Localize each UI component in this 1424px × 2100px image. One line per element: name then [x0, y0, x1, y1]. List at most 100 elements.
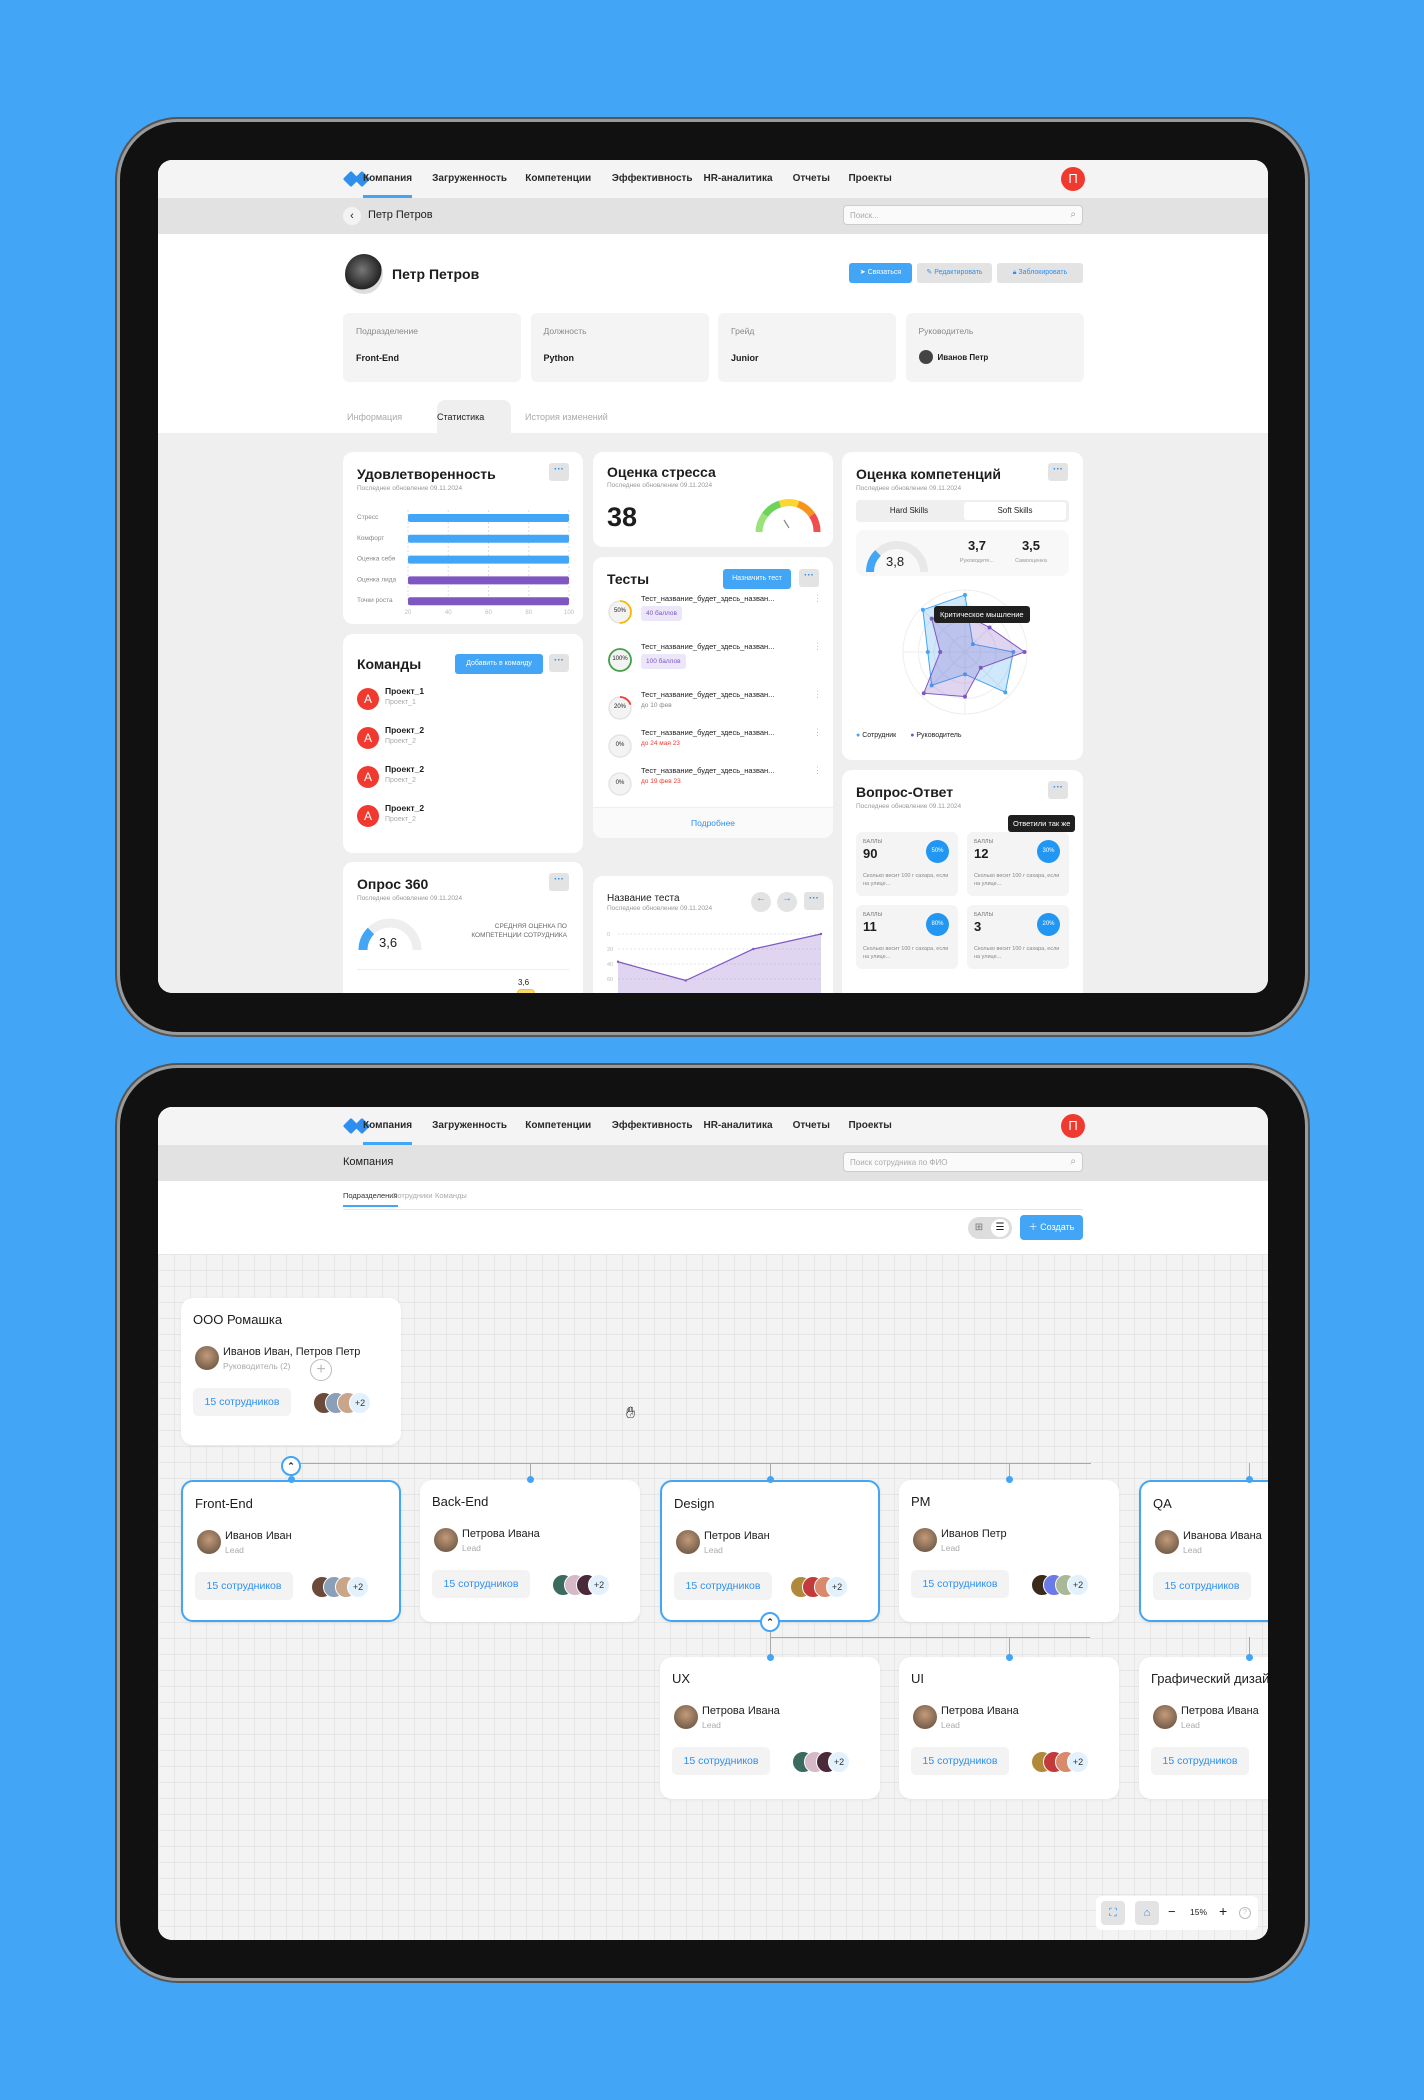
more-icon[interactable]: ···: [804, 892, 824, 910]
nav-item[interactable]: Отчеты: [792, 1120, 830, 1131]
nav-item[interactable]: Компания: [363, 173, 413, 198]
org-unit-card[interactable]: Графический дизайн Петрова Ивана Lead 15 со…: [1139, 1657, 1268, 1799]
more-icon[interactable]: ···: [549, 463, 569, 481]
tab-soft-skills[interactable]: Soft Skills: [964, 502, 1066, 520]
more-members[interactable]: +2: [828, 1751, 850, 1773]
contact-button[interactable]: ➤ Связаться: [849, 263, 912, 283]
radar-point[interactable]: [1022, 650, 1027, 654]
kebab-icon[interactable]: ⋮: [813, 689, 822, 699]
nav-item[interactable]: Компания: [363, 1120, 413, 1145]
kebab-icon[interactable]: ⋮: [813, 641, 822, 651]
test-name[interactable]: Тест_название_будет_здесь_назван...: [641, 766, 775, 775]
nav-item[interactable]: Эффективность: [611, 1120, 693, 1131]
create-button[interactable]: ＋ Создать: [1020, 1215, 1083, 1240]
zoom-in-icon[interactable]: +: [1219, 1903, 1228, 1919]
test-name[interactable]: Тест_название_будет_здесь_назван...: [641, 594, 775, 603]
team-name[interactable]: Проект_2: [385, 803, 425, 813]
profile-tab[interactable]: История изменений: [525, 412, 608, 422]
home-icon[interactable]: ⌂: [1135, 1901, 1159, 1925]
more-icon[interactable]: ···: [1048, 463, 1068, 481]
tests-more-link[interactable]: Подробнее: [593, 807, 833, 838]
list-view-icon[interactable]: ☰: [991, 1219, 1009, 1237]
more-members[interactable]: +2: [588, 1574, 610, 1596]
test-name[interactable]: Тест_название_будет_здесь_назван...: [641, 728, 775, 737]
team-name[interactable]: Проект_1: [385, 686, 425, 696]
employee-count-button[interactable]: 15 сотрудников: [911, 1570, 1009, 1598]
employee-count-button[interactable]: 15 сотрудников: [1151, 1747, 1249, 1775]
more-members[interactable]: +2: [826, 1576, 848, 1598]
radar-point[interactable]: [929, 683, 934, 688]
add-unit-icon[interactable]: +: [310, 1359, 332, 1381]
radar-point[interactable]: [925, 650, 930, 654]
zoom-out-icon[interactable]: −: [1168, 1904, 1176, 1919]
info-value[interactable]: Иванов Петр: [937, 353, 989, 362]
org-unit-card[interactable]: Back-End Петрова Ивана Lead 15 сотрудников +…: [420, 1480, 640, 1622]
help-icon[interactable]: ?: [1239, 1907, 1251, 1919]
grid-view-icon[interactable]: ⊞: [974, 1222, 984, 1233]
search-input[interactable]: Поиск сотрудника по ФИО ⌕: [843, 1152, 1083, 1172]
more-icon[interactable]: ···: [799, 569, 819, 587]
tab-hard-skills[interactable]: Hard Skills: [889, 506, 929, 515]
more-members[interactable]: +2: [347, 1576, 369, 1598]
nav-item[interactable]: HR-аналитика: [703, 173, 773, 184]
nav-item[interactable]: Отчеты: [792, 173, 830, 184]
radar-point[interactable]: [978, 665, 983, 670]
collapse-chevron-icon[interactable]: ⌃: [281, 1456, 301, 1476]
block-button[interactable]: 🔒︎ Заблокировать: [997, 263, 1083, 283]
radar-point[interactable]: [921, 691, 926, 696]
employee-count-button[interactable]: 15 сотрудников: [432, 1570, 530, 1598]
nav-item[interactable]: Компетенции: [525, 173, 592, 184]
team-name[interactable]: Проект_2: [385, 725, 425, 735]
test-name[interactable]: Тест_название_будет_здесь_назван...: [641, 690, 775, 699]
qa-item[interactable]: БАЛЛЫ 11 80% Сколько весит 100 г сахара, ес…: [856, 905, 958, 969]
radar-point[interactable]: [963, 694, 967, 699]
org-unit-card[interactable]: ООО Ромашка Иванов Иван, Петров Петр Руков…: [181, 1298, 401, 1445]
radar-point[interactable]: [1003, 690, 1008, 695]
assign-test-button[interactable]: Назначить тест: [723, 569, 791, 589]
more-members[interactable]: +2: [1067, 1574, 1089, 1596]
kebab-icon[interactable]: ⋮: [813, 727, 822, 737]
radar-point[interactable]: [963, 592, 967, 597]
collapse-chevron-icon[interactable]: ⌃: [760, 1612, 780, 1632]
employee-count-button[interactable]: 15 сотрудников: [1153, 1572, 1251, 1600]
company-tab[interactable]: Сотрудники: [392, 1191, 433, 1200]
edit-button[interactable]: ✎ Редактировать: [917, 263, 992, 283]
user-avatar[interactable]: П: [1061, 167, 1085, 191]
more-icon[interactable]: ···: [549, 654, 569, 672]
org-unit-card[interactable]: UX Петрова Ивана Lead 15 сотрудников +2: [660, 1657, 880, 1799]
team-name[interactable]: Проект_2: [385, 764, 425, 774]
radar-point[interactable]: [920, 607, 925, 612]
org-unit-card[interactable]: UI Петрова Ивана Lead 15 сотрудников +2: [899, 1657, 1119, 1799]
employee-count-button[interactable]: 15 сотрудников: [195, 1572, 293, 1600]
profile-tab[interactable]: Статистика: [437, 412, 485, 422]
employee-count-button[interactable]: 15 сотрудников: [672, 1747, 770, 1775]
radar-point[interactable]: [970, 642, 975, 647]
next-arrow-icon[interactable]: →: [777, 892, 797, 912]
nav-item[interactable]: Загруженность: [432, 173, 507, 184]
more-members[interactable]: +2: [349, 1392, 371, 1414]
nav-item[interactable]: Эффективность: [611, 173, 693, 184]
company-tab[interactable]: Подразделения: [343, 1191, 398, 1207]
company-tab[interactable]: Команды: [435, 1191, 467, 1200]
employee-count-button[interactable]: 15 сотрудников: [193, 1388, 291, 1416]
add-to-team-button[interactable]: Добавить в команду: [455, 654, 543, 674]
nav-item[interactable]: Компетенции: [525, 1120, 592, 1131]
more-members[interactable]: +2: [1067, 1751, 1089, 1773]
nav-item[interactable]: Загруженность: [432, 1120, 507, 1131]
more-icon[interactable]: ···: [1048, 781, 1068, 799]
more-icon[interactable]: ···: [549, 873, 569, 891]
qa-item[interactable]: БАЛЛЫ 12 30% Сколько весит 100 г сахара, ес…: [967, 832, 1069, 896]
employee-count-button[interactable]: 15 сотрудников: [911, 1747, 1009, 1775]
nav-item[interactable]: HR-аналитика: [703, 1120, 773, 1131]
kebab-icon[interactable]: ⋮: [813, 593, 822, 603]
back-icon[interactable]: ‹: [343, 207, 361, 225]
search-input[interactable]: Поиск... ⌕: [843, 205, 1083, 225]
radar-point[interactable]: [1011, 650, 1016, 654]
user-avatar[interactable]: П: [1061, 1114, 1085, 1138]
nav-item[interactable]: Проекты: [848, 173, 892, 184]
test-name[interactable]: Тест_название_будет_здесь_назван...: [641, 642, 775, 651]
qa-item[interactable]: БАЛЛЫ 3 20% Сколько весит 100 г сахара, есл…: [967, 905, 1069, 969]
org-unit-card[interactable]: PM Иванов Петр Lead 15 сотрудников +2: [899, 1480, 1119, 1622]
kebab-icon[interactable]: ⋮: [813, 765, 822, 775]
